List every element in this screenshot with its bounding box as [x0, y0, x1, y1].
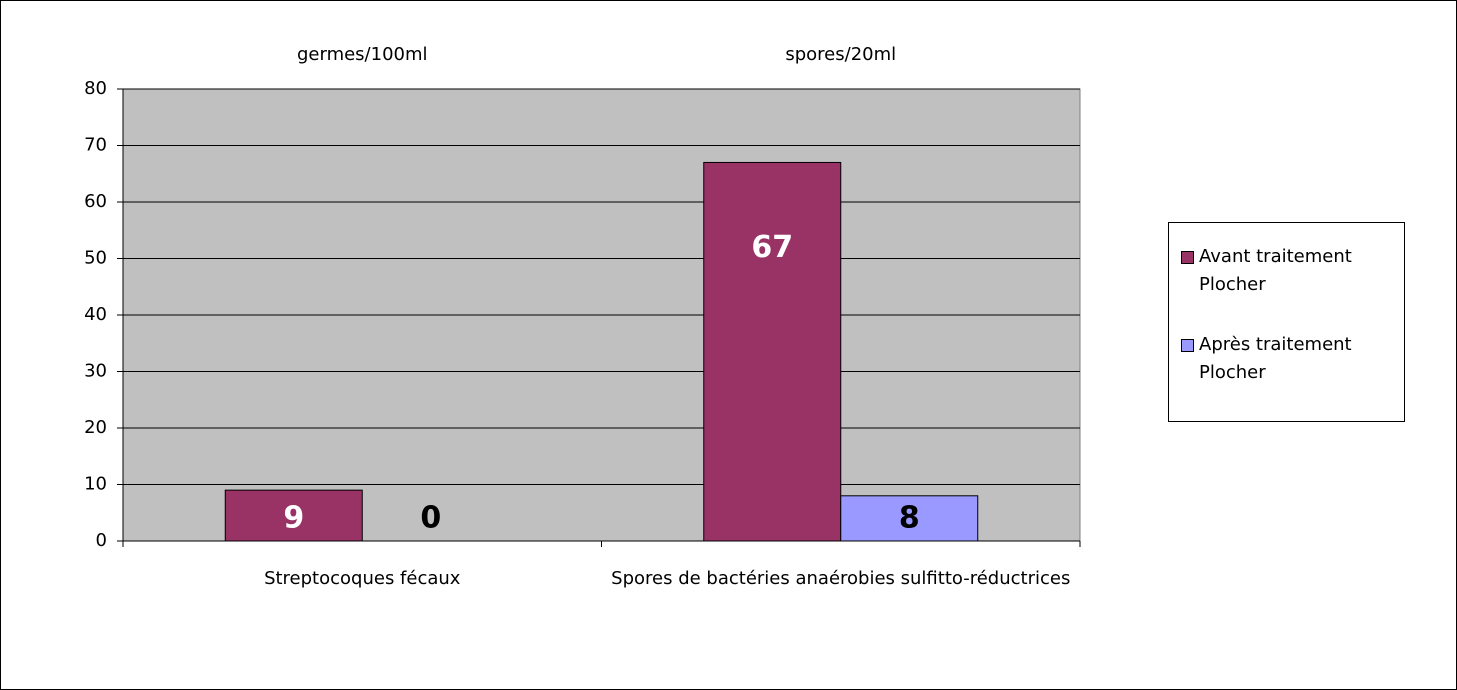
bar [224, 489, 363, 542]
data-label: 8 [899, 501, 920, 536]
legend: Avant traitement Plocher Après traitement… [1168, 222, 1405, 422]
x-tick-label: Spores de bactéries anaérobies sulfitto-… [611, 568, 1071, 589]
legend-label: Avant traitement Plocher [1199, 246, 1352, 295]
legend-swatch [1181, 251, 1194, 264]
y-tick-label: 70 [84, 135, 107, 156]
bar [840, 495, 979, 542]
legend-item: Avant traitement Plocher [1181, 243, 1401, 299]
y-tick-label: 10 [84, 474, 107, 495]
y-tick-label: 60 [84, 191, 107, 212]
data-label: 67 [751, 230, 793, 265]
x-tick-label: Streptocoques fécaux [264, 568, 461, 589]
data-label: 0 [420, 501, 441, 536]
y-tick-label: 20 [84, 417, 107, 438]
legend-swatch [1181, 339, 1194, 352]
bar [703, 161, 842, 542]
annotation: spores/20ml [785, 44, 896, 65]
data-label: 9 [283, 501, 304, 536]
y-tick-label: 30 [84, 361, 107, 382]
y-tick-label: 40 [84, 304, 107, 325]
legend-item: Après traitement Plocher [1181, 331, 1401, 387]
annotation: germes/100ml [297, 44, 428, 65]
legend-label: Après traitement Plocher [1199, 334, 1352, 383]
y-tick-label: 0 [96, 530, 107, 551]
y-tick-label: 50 [84, 248, 107, 269]
y-tick-label: 80 [84, 78, 107, 99]
